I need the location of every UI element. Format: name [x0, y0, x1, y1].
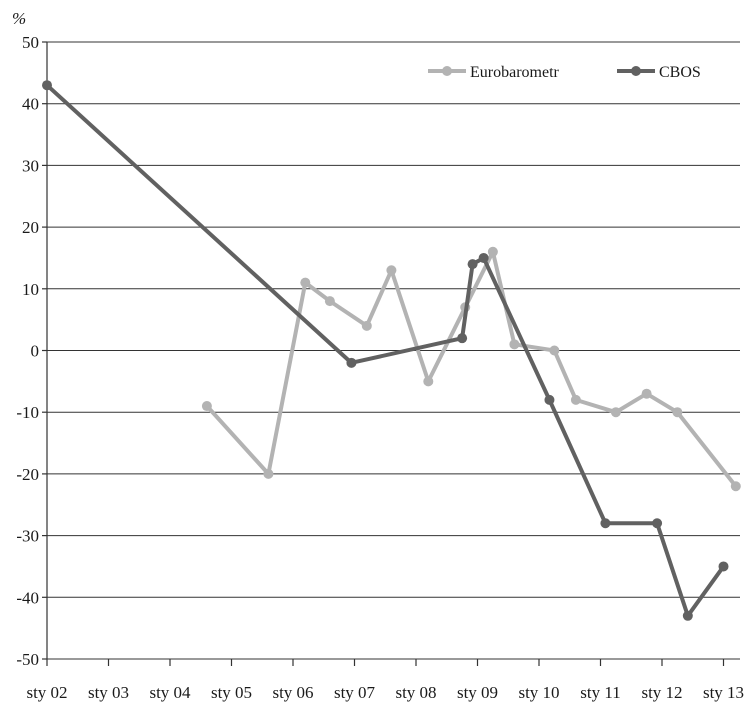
y-tick-label: -50: [16, 650, 39, 669]
y-tick-label: -20: [16, 465, 39, 484]
data-point-eurobarometr: [570, 394, 581, 405]
data-point-eurobarometr: [610, 407, 621, 418]
data-point-eurobarometr: [201, 401, 212, 412]
data-point-cbos: [718, 561, 729, 572]
data-point-eurobarometr: [672, 407, 683, 418]
y-tick-label: -40: [16, 588, 39, 607]
legend-label-cbos: CBOS: [659, 64, 701, 81]
x-tick-label: sty 02: [26, 683, 67, 702]
series-layer: [42, 80, 741, 621]
data-point-cbos: [600, 518, 611, 529]
data-point-eurobarometr: [509, 339, 520, 350]
data-point-eurobarometr: [263, 468, 274, 479]
data-point-eurobarometr: [730, 481, 741, 492]
data-point-eurobarometr: [641, 388, 652, 399]
data-point-cbos: [682, 610, 693, 621]
y-tick-label: -30: [16, 527, 39, 546]
data-point-eurobarometr: [386, 265, 397, 276]
y-tick-label: 10: [22, 280, 39, 299]
x-tick-label: sty 11: [580, 683, 620, 702]
legend: Eurobarometr CBOS: [428, 64, 701, 81]
data-point-cbos: [478, 252, 489, 263]
data-point-eurobarometr: [324, 296, 335, 307]
x-tick-label: sty 06: [272, 683, 313, 702]
legend-marker-eurobarometr: [442, 66, 452, 76]
gridlines: [47, 41, 740, 660]
x-tick-label: sty 07: [334, 683, 376, 702]
data-point-eurobarometr: [487, 246, 498, 257]
series-line-cbos: [45, 83, 726, 618]
x-tick-label: sty 09: [457, 683, 498, 702]
data-point-eurobarometr: [300, 277, 311, 288]
x-tick-label: sty 12: [641, 683, 682, 702]
y-tick-label: 0: [31, 342, 40, 361]
x-tick-label: sty 04: [149, 683, 191, 702]
data-point-cbos: [457, 333, 468, 344]
data-point-cbos: [346, 357, 357, 368]
data-point-eurobarometr: [549, 345, 560, 356]
legend-marker-cbos: [631, 66, 641, 76]
data-point-eurobarometr: [423, 376, 434, 387]
x-tick-label: sty 13: [703, 683, 744, 702]
x-tick-label: sty 03: [88, 683, 129, 702]
x-tick-label: sty 10: [518, 683, 559, 702]
x-tick-labels: sty 02 sty 03 sty 04 sty 05 sty 06 sty 07 sty …: [26, 683, 744, 702]
y-tick-label: -10: [16, 403, 39, 422]
x-tick-label: sty 08: [395, 683, 436, 702]
axes: [42, 41, 725, 666]
y-tick-label: 20: [22, 218, 39, 237]
data-point-eurobarometr: [361, 320, 372, 331]
data-point-cbos: [652, 518, 663, 529]
legend-label-eurobarometr: Eurobarometr: [470, 64, 560, 81]
y-tick-label: 50: [22, 33, 39, 52]
data-point-cbos: [544, 394, 555, 405]
data-point-cbos: [42, 80, 52, 91]
y-tick-label: 40: [22, 95, 39, 114]
data-point-cbos: [467, 259, 478, 270]
y-axis-unit-label: %: [12, 9, 26, 28]
y-tick-labels: 50 40 30 20 10 0 -10 -20 -30 -40 -50: [16, 33, 39, 669]
y-tick-label: 30: [22, 156, 39, 175]
x-tick-label: sty 05: [211, 683, 252, 702]
series-line-eurobarometr: [204, 249, 738, 489]
